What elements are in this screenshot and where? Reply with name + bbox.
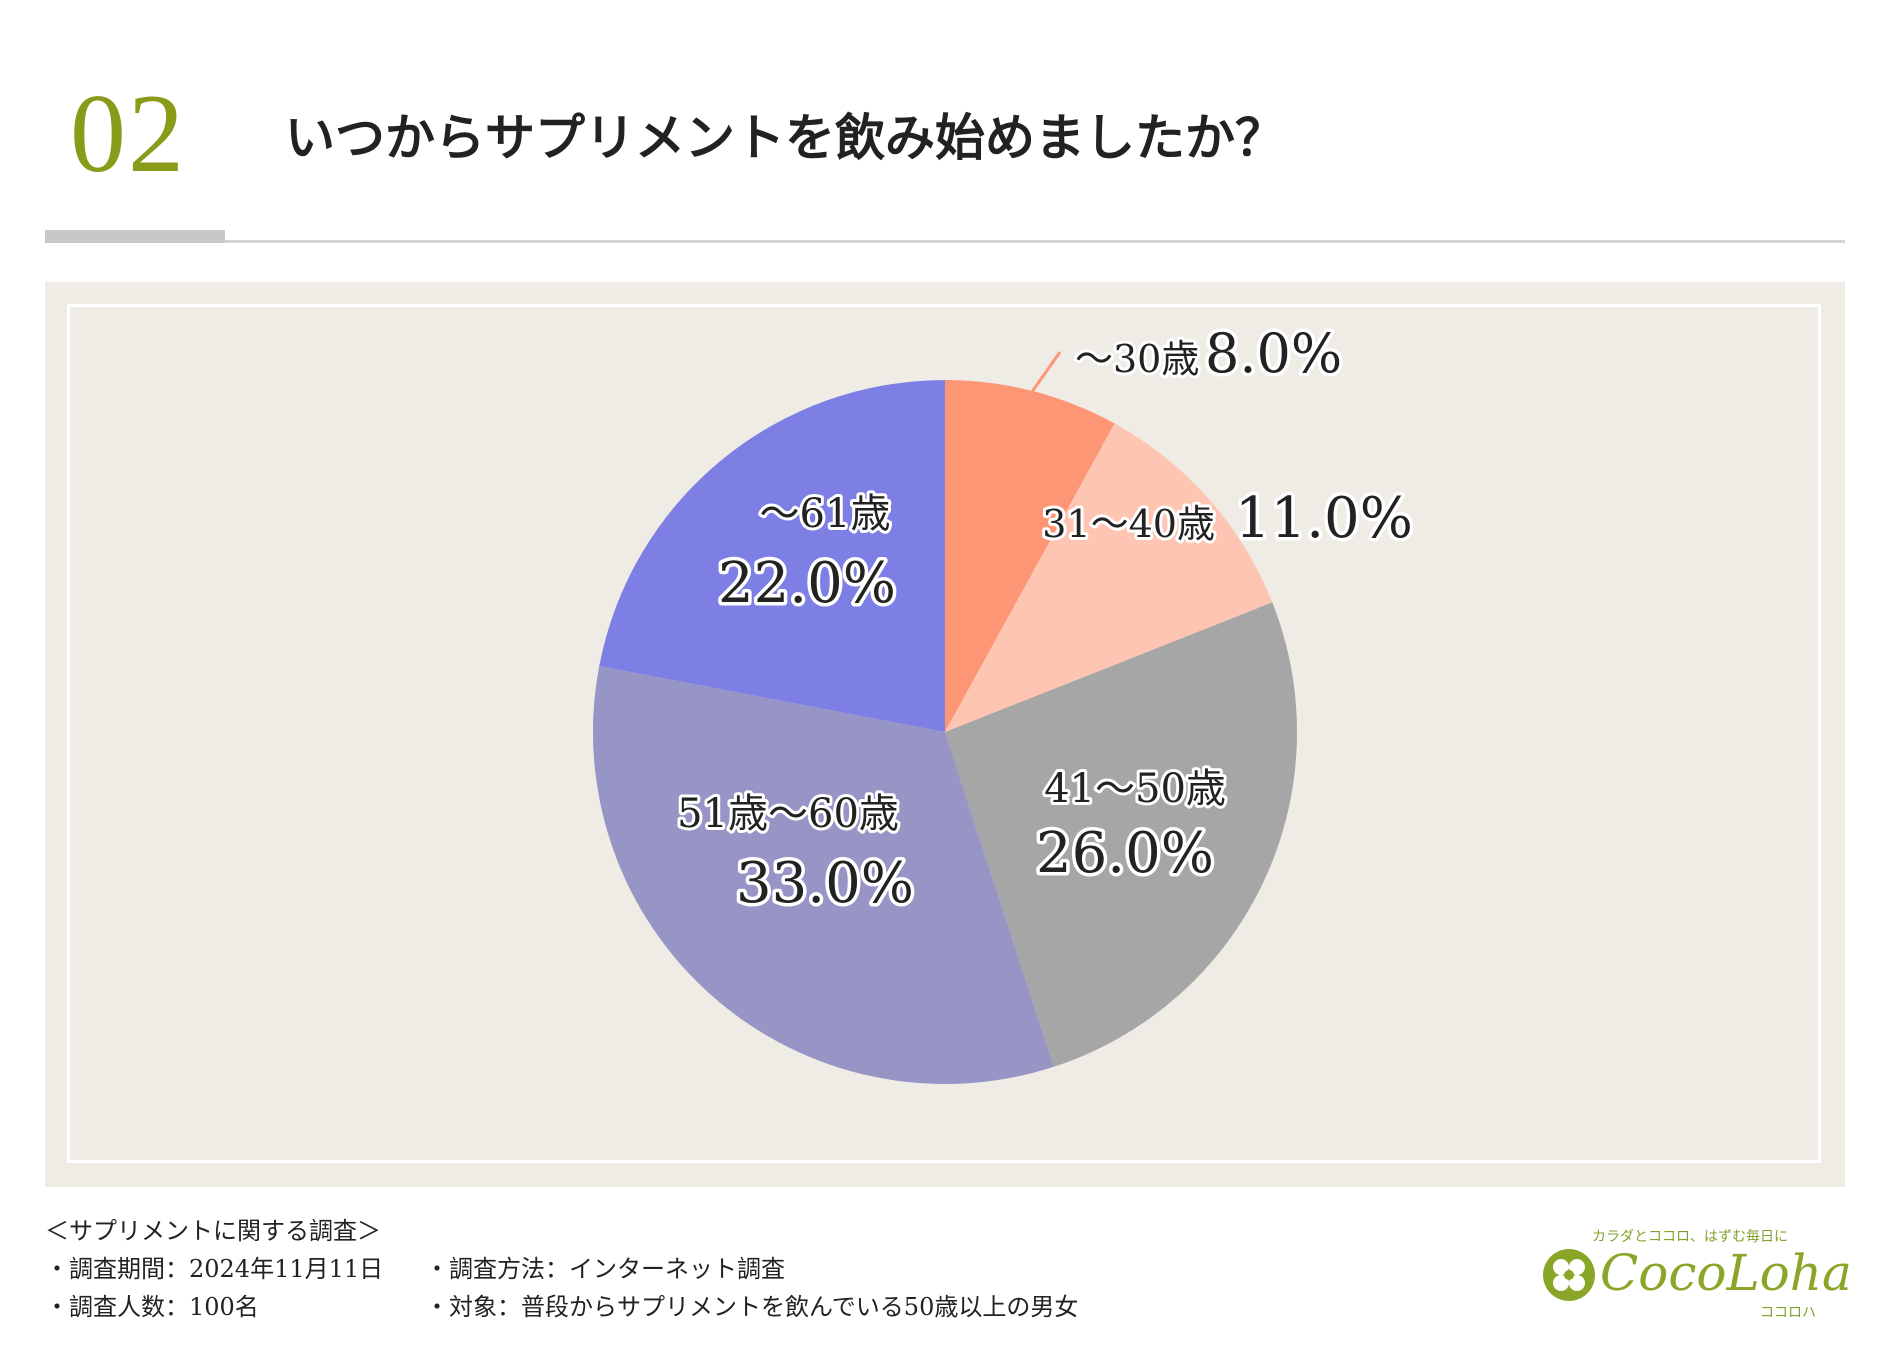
- survey-title: ＜サプリメントに関する調査＞: [45, 1217, 381, 1245]
- question-number: 02: [70, 72, 186, 196]
- pie-slice: [599, 380, 945, 732]
- pie-slice: [945, 602, 1297, 1067]
- survey-period-row: ・調査期間：2024年11月11日 ・調査方法：インターネット調査: [45, 1250, 785, 1288]
- survey-method: ・調査方法：インターネット調査: [425, 1255, 785, 1283]
- survey-count: ・調査人数：100名: [45, 1293, 259, 1321]
- slice-value-label: 26.0%: [1036, 821, 1214, 886]
- chart-panel-frame: [67, 304, 1821, 1163]
- pie-slice: [945, 380, 1115, 732]
- page-title: いつからサプリメントを飲み始めましたか？: [285, 108, 1285, 167]
- pie-slice: [592, 666, 1054, 1084]
- pie-chart: ～30歳 8.0% 31～40歳 11.0% 41～50歳 26.0% 51歳～60歳 33.…: [592, 319, 1416, 1084]
- leader-line: [1031, 351, 1062, 392]
- chart-panel: ～30歳 8.0% 31～40歳 11.0% 41～50歳 26.0% 51歳～60歳 33.…: [45, 282, 1845, 1187]
- survey-period: ・調査期間：2024年11月11日: [45, 1255, 384, 1283]
- slice-value-label: 11.0%: [1235, 486, 1413, 551]
- slice-value-label: 8.0%: [1205, 322, 1342, 385]
- brand-logo: カラダとココロ、はずむ毎日に CocoLoha ココロハ: [1540, 1226, 1852, 1326]
- clover-icon: [1543, 1249, 1595, 1301]
- header-divider-accent: [45, 230, 225, 243]
- slice-value-label: 33.0%: [736, 851, 914, 916]
- survey-footer: ＜サプリメントに関する調査＞ ・調査期間：2024年11月11日 ・調査方法：イ…: [45, 1212, 1078, 1326]
- pie-slice: [945, 423, 1273, 732]
- slice-value-label: 22.0%: [718, 551, 896, 616]
- logo-kana: ココロハ: [1760, 1305, 1816, 1321]
- slice-category-label: ～30歳: [1075, 337, 1199, 381]
- slice-category-label: 41～50歳: [1044, 766, 1226, 812]
- header-divider: [45, 240, 1845, 243]
- logo-tagline: カラダとココロ、はずむ毎日に: [1592, 1229, 1788, 1245]
- logo-wordmark: CocoLoha: [1600, 1244, 1852, 1302]
- survey-target: ・対象：普段からサプリメントを飲んでいる50歳以上の男女: [425, 1293, 1079, 1321]
- slice-category-label: ～61歳: [760, 491, 891, 537]
- slice-category-label: 31～40歳: [1042, 502, 1215, 546]
- slice-category-label: 51歳～60歳: [677, 791, 899, 837]
- survey-count-row: ・調査人数：100名 ・対象：普段からサプリメントを飲んでいる50歳以上の男女: [45, 1288, 1078, 1326]
